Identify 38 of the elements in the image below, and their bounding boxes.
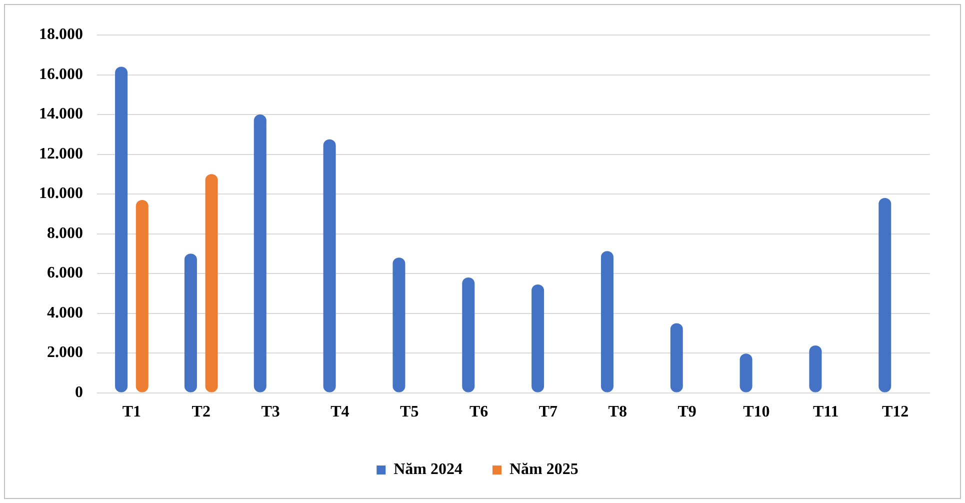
x-tick-label: T10 xyxy=(743,404,770,421)
y-tick-label: 16.000 xyxy=(39,66,83,83)
x-tick-label: T7 xyxy=(538,404,558,421)
bar xyxy=(254,114,266,392)
x-tick-label: T9 xyxy=(678,404,696,421)
bar xyxy=(205,174,218,392)
x-tick-label: T6 xyxy=(469,404,488,421)
bar xyxy=(462,278,475,392)
bar xyxy=(392,258,406,392)
bar xyxy=(115,66,128,392)
x-tick-label: T1 xyxy=(122,404,142,421)
y-tick-label: 12.000 xyxy=(39,145,83,162)
bar xyxy=(740,354,752,392)
y-tick-label: 10.000 xyxy=(39,185,83,202)
y-tick-label: 18.000 xyxy=(39,26,83,44)
bar xyxy=(809,345,822,392)
y-tick-label: 4.000 xyxy=(47,304,83,322)
bar xyxy=(323,139,336,392)
y-tick-label: 8.000 xyxy=(47,224,83,242)
bar xyxy=(136,200,148,392)
x-tick-label: T2 xyxy=(192,404,210,421)
x-tick-label: T12 xyxy=(882,404,909,421)
x-tick-label: T8 xyxy=(608,404,627,421)
legend-label: Năm 2025 xyxy=(510,461,578,478)
bar xyxy=(600,251,614,392)
x-tick-label: T3 xyxy=(261,404,280,421)
y-tick-label: 14.000 xyxy=(39,106,83,123)
legend-label: Năm 2024 xyxy=(394,461,463,478)
y-tick-label: 6.000 xyxy=(47,264,83,282)
y-tick-label: 2.000 xyxy=(47,344,83,362)
bar xyxy=(670,323,683,392)
bar xyxy=(532,284,544,392)
bar xyxy=(184,254,197,392)
x-tick-label: T5 xyxy=(400,404,419,421)
bar xyxy=(878,198,892,392)
y-tick-label: 0 xyxy=(75,384,83,401)
x-tick-label: T11 xyxy=(812,404,839,421)
x-tick-label: T4 xyxy=(330,404,350,421)
